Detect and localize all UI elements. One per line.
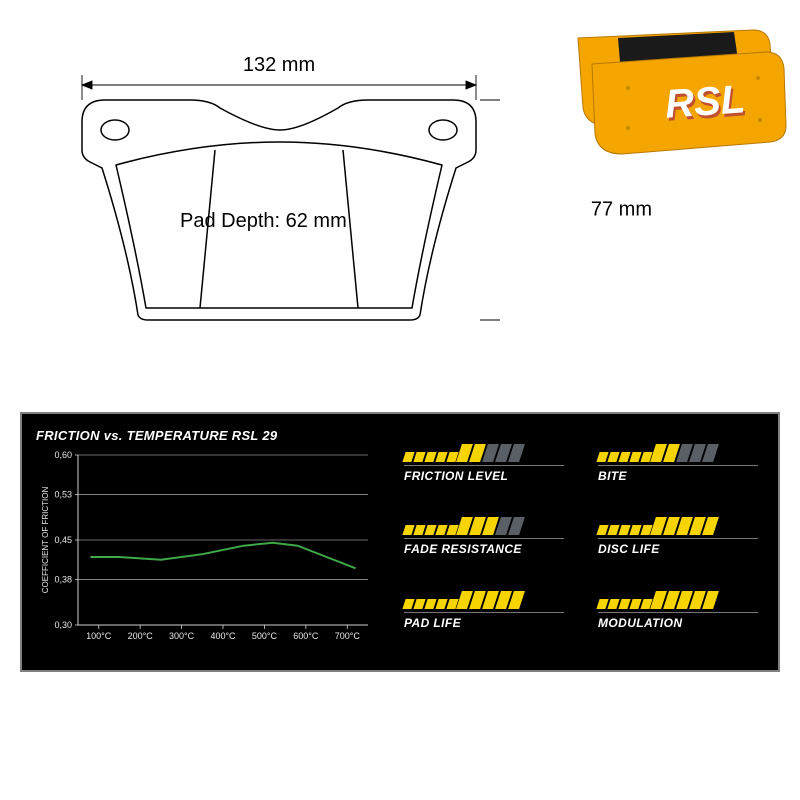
rating-label: DISC LIFE xyxy=(598,538,758,556)
product-image: RSL RSL xyxy=(558,8,788,168)
svg-text:0,53: 0,53 xyxy=(54,490,72,500)
svg-text:700°C: 700°C xyxy=(335,631,361,641)
svg-text:600°C: 600°C xyxy=(293,631,319,641)
rating-disc-life: DISC LIFE xyxy=(598,517,764,582)
specs-panel: FRICTION vs. TEMPERATURE RSL 29 0,30 0,38… xyxy=(20,412,780,672)
rating-bars xyxy=(598,591,716,609)
rating-fade-resistance: FADE RESISTANCE xyxy=(404,517,570,582)
ratings-grid: FRICTION LEVEL BITE FADE RESISTANCE DISC LI… xyxy=(386,428,764,656)
svg-text:0,60: 0,60 xyxy=(54,450,72,460)
svg-text:RSL: RSL xyxy=(664,77,747,126)
svg-text:400°C: 400°C xyxy=(210,631,236,641)
rating-label: PAD LIFE xyxy=(404,612,564,630)
friction-chart-svg: 0,30 0,38 0,45 0,53 0,60 100°C 200°C 300°C 400°C… xyxy=(36,449,376,649)
friction-chart: FRICTION vs. TEMPERATURE RSL 29 0,30 0,38… xyxy=(36,428,386,656)
brake-pad-outline xyxy=(60,50,500,360)
height-dim-label: 77 mm xyxy=(591,199,652,222)
rating-label: FRICTION LEVEL xyxy=(404,465,564,483)
rating-bars xyxy=(404,517,522,535)
rating-modulation: MODULATION xyxy=(598,591,764,656)
rating-label: BITE xyxy=(598,465,758,483)
rating-bars xyxy=(598,517,716,535)
svg-text:0,45: 0,45 xyxy=(54,535,72,545)
rating-pad-life: PAD LIFE xyxy=(404,591,570,656)
rating-label: FADE RESISTANCE xyxy=(404,538,564,556)
rating-friction-level: FRICTION LEVEL xyxy=(404,444,570,509)
svg-text:COEFFICIENT OF FRICTION: COEFFICIENT OF FRICTION xyxy=(41,487,50,594)
svg-text:200°C: 200°C xyxy=(128,631,154,641)
rating-bars xyxy=(404,591,522,609)
rating-bite: BITE xyxy=(598,444,764,509)
svg-text:300°C: 300°C xyxy=(169,631,195,641)
rating-bars xyxy=(404,444,522,462)
svg-text:0,38: 0,38 xyxy=(54,575,72,585)
rating-label: MODULATION xyxy=(598,612,758,630)
diagram-section: 132 mm 77 mm Pad Depth: 62 mm xyxy=(0,0,800,400)
svg-text:0,30: 0,30 xyxy=(54,620,72,630)
svg-text:500°C: 500°C xyxy=(252,631,278,641)
svg-text:100°C: 100°C xyxy=(86,631,112,641)
chart-title: FRICTION vs. TEMPERATURE RSL 29 xyxy=(36,428,386,443)
rating-bars xyxy=(598,444,716,462)
